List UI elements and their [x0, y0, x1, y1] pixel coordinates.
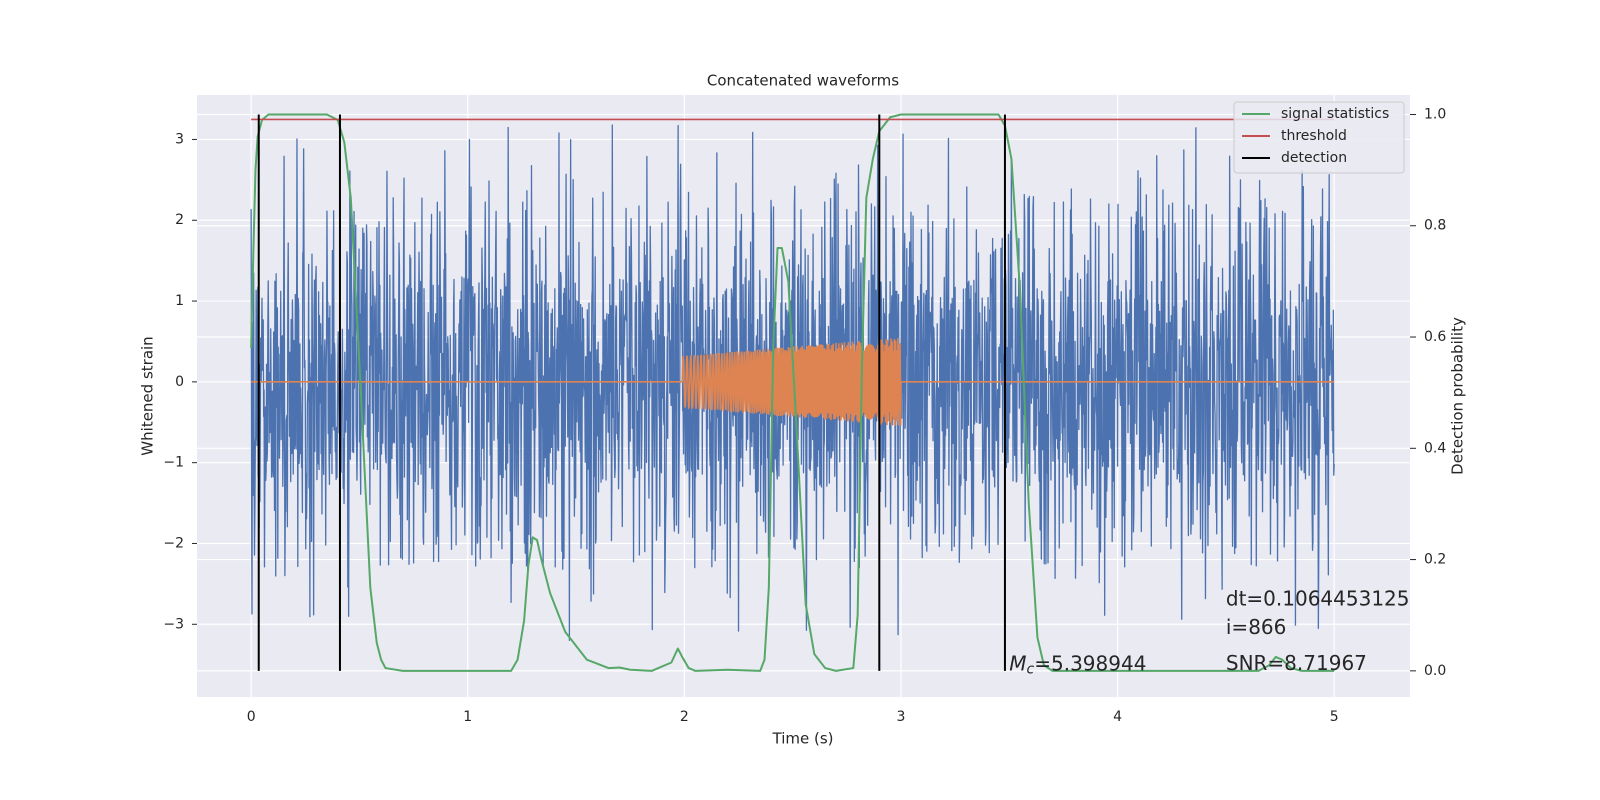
y-left-tick-label: −1 [163, 455, 184, 471]
y-left-tick-label: 0 [175, 374, 184, 390]
chirp-mass-symbol: M [1009, 651, 1026, 675]
chirp-trace [251, 338, 1335, 426]
annotations: Mc=5.398944 dt=0.1064453125 i=866 SNR=8.71… [1009, 587, 1409, 678]
x-tick-label: 4 [1113, 709, 1122, 725]
legend-label: threshold [1281, 128, 1347, 144]
annotation-text: dt=0.1064453125 [1226, 587, 1410, 611]
y-right-tick-label: 0.0 [1424, 663, 1446, 679]
y-right-tick-labels: 0.0 0.2 0.4 0.6 0.8 1.0 [1410, 106, 1446, 679]
chart-title: Concatenated waveforms [707, 72, 899, 90]
y-left-tick-labels: −3 −2 −1 0 1 2 3 [163, 131, 197, 632]
legend-box [1233, 101, 1405, 174]
y-right-axis-title: Detection probability [1449, 317, 1467, 475]
x-tick-labels: 0 1 2 3 4 5 [247, 709, 1339, 725]
legend-label: detection [1281, 150, 1347, 166]
x-tick-label: 0 [247, 709, 256, 725]
noise-trace [250, 124, 1335, 641]
x-tick-label: 1 [463, 709, 472, 725]
y-left-axis-title: Whitened strain [139, 336, 157, 455]
chirp-mass-annotation: Mc=5.398944 [1009, 651, 1146, 678]
legend-label: signal statistics [1281, 106, 1389, 122]
y-right-tick-label: 0.6 [1424, 329, 1446, 345]
chirp-mass-value: =5.398944 [1034, 651, 1146, 675]
annotation-text: i=866 [1226, 615, 1287, 639]
y-left-tick-label: −3 [163, 616, 184, 632]
y-right-tick-label: 0.4 [1424, 440, 1446, 456]
x-tick-label: 2 [680, 709, 689, 725]
y-left-tick-label: 2 [175, 212, 184, 228]
y-left-tick-label: 1 [175, 293, 184, 309]
x-tick-label: 3 [897, 709, 906, 725]
x-axis-title: Time (s) [772, 730, 834, 748]
y-left-tick-label: 3 [175, 131, 184, 147]
signal-statistics-line [250, 113, 1335, 672]
chirp-mass-subscript: c [1027, 662, 1035, 678]
x-tick-label: 5 [1330, 709, 1339, 725]
y-right-tick-label: 0.8 [1424, 218, 1446, 234]
annotation-text: SNR=8.71967 [1226, 651, 1367, 675]
series-layer [250, 113, 1335, 672]
y-left-tick-label: −2 [163, 535, 184, 551]
y-right-tick-label: 1.0 [1424, 106, 1446, 122]
y-right-tick-label: 0.2 [1424, 552, 1446, 568]
legend: signal statistics threshold detection [1233, 101, 1405, 174]
